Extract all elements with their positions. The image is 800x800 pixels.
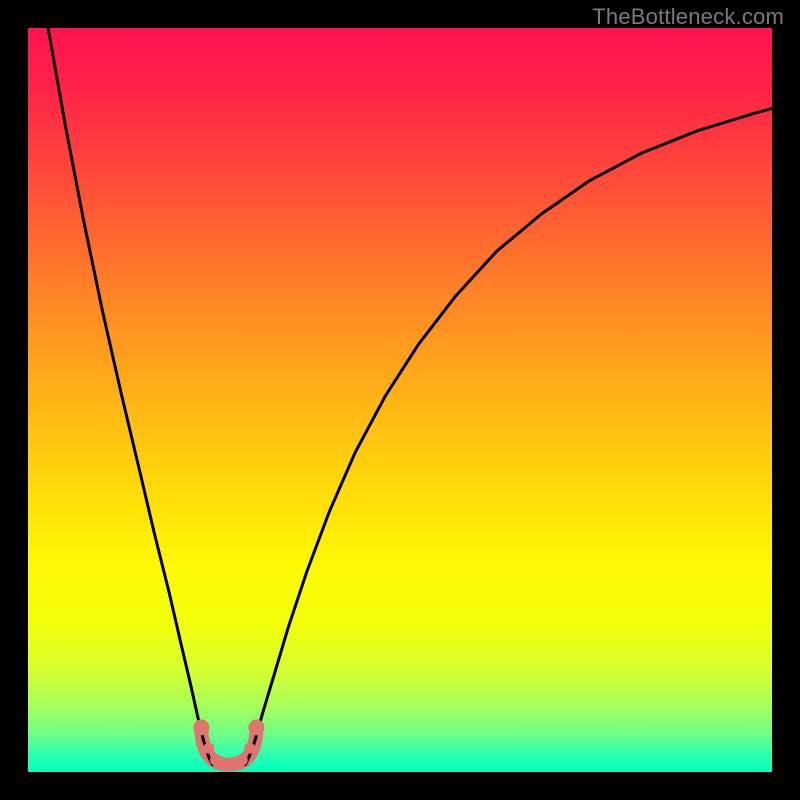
trough-bead — [237, 755, 248, 766]
chart-frame: TheBottleneck.com — [0, 0, 800, 800]
chart-background-gradient — [28, 28, 772, 772]
trough-bead — [203, 743, 214, 754]
trough-bead — [210, 755, 221, 766]
watermark-text: TheBottleneck.com — [592, 4, 784, 30]
trough-rim-right — [248, 719, 264, 735]
trough-bead — [244, 743, 255, 754]
trough-rim-left — [193, 719, 209, 735]
chart-plot-area — [28, 28, 772, 772]
